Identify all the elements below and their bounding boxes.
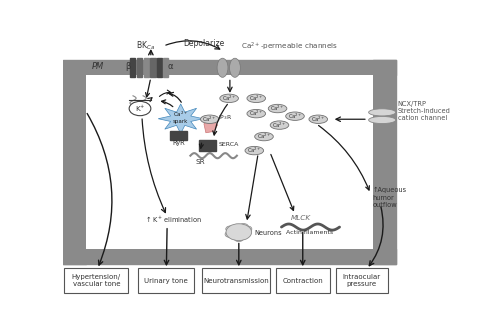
Text: Ca$^{2+}$: Ca$^{2+}$ (202, 115, 217, 124)
Text: Contraction: Contraction (282, 278, 323, 284)
Text: Intraocular
pressure: Intraocular pressure (343, 274, 381, 287)
Text: Ca$^{2+}$: Ca$^{2+}$ (249, 94, 264, 103)
Ellipse shape (220, 94, 238, 103)
Ellipse shape (368, 117, 396, 123)
Circle shape (226, 224, 252, 241)
Text: SR: SR (195, 159, 205, 165)
Bar (156, 58, 162, 77)
Ellipse shape (230, 58, 240, 77)
Text: SERCA: SERCA (218, 142, 239, 147)
FancyBboxPatch shape (202, 268, 270, 293)
Text: Ca$^{2+}$: Ca$^{2+}$ (256, 132, 272, 141)
Text: Hypertension/
vascular tone: Hypertension/ vascular tone (72, 274, 121, 287)
Ellipse shape (247, 94, 266, 103)
FancyBboxPatch shape (372, 60, 396, 75)
Circle shape (225, 231, 234, 237)
Bar (150, 58, 156, 77)
Ellipse shape (286, 112, 304, 120)
Ellipse shape (245, 146, 264, 155)
Bar (200, 140, 216, 151)
Circle shape (239, 223, 248, 230)
FancyBboxPatch shape (62, 249, 86, 264)
Text: Ca$^{2+}$: Ca$^{2+}$ (311, 115, 326, 124)
Ellipse shape (268, 104, 287, 113)
Bar (163, 58, 168, 77)
Text: Urinary tone: Urinary tone (144, 278, 188, 284)
Text: K$^{+}$: K$^{+}$ (134, 103, 145, 114)
Text: α: α (168, 62, 173, 71)
FancyBboxPatch shape (86, 75, 372, 249)
FancyBboxPatch shape (62, 60, 86, 75)
Text: ↑ K$^{+}$ elimination: ↑ K$^{+}$ elimination (144, 214, 202, 224)
Circle shape (242, 226, 252, 232)
Bar (130, 58, 136, 77)
Text: Ca$^{2+}$: Ca$^{2+}$ (288, 112, 302, 121)
Text: Ca$^{2+}$: Ca$^{2+}$ (222, 94, 236, 103)
Text: Ca$^{2+}$-permeable channels: Ca$^{2+}$-permeable channels (241, 41, 338, 53)
Text: MLCK: MLCK (291, 215, 311, 221)
Circle shape (129, 101, 151, 116)
FancyBboxPatch shape (372, 249, 396, 264)
Ellipse shape (200, 115, 219, 123)
Ellipse shape (217, 58, 228, 77)
Text: IP$_3$R: IP$_3$R (218, 113, 232, 122)
Bar (138, 58, 142, 77)
FancyBboxPatch shape (336, 268, 388, 293)
Text: Ca$^{2+}$: Ca$^{2+}$ (249, 109, 264, 118)
Text: Ca$^{2+}$
spark: Ca$^{2+}$ spark (173, 110, 188, 124)
Polygon shape (158, 104, 203, 133)
Text: Ca$^{2+}$: Ca$^{2+}$ (247, 146, 262, 155)
Text: RyR: RyR (172, 140, 185, 146)
Circle shape (234, 235, 243, 242)
Polygon shape (204, 118, 218, 133)
Text: Neurotransmission: Neurotransmission (203, 278, 269, 284)
Text: β: β (125, 62, 130, 71)
Text: PM: PM (92, 62, 104, 71)
Text: BK$_{Ca}$: BK$_{Ca}$ (136, 40, 156, 52)
Ellipse shape (368, 109, 396, 116)
Ellipse shape (270, 121, 289, 129)
Circle shape (226, 226, 235, 232)
Text: ↑Aqueous
humor
outflow: ↑Aqueous humor outflow (372, 187, 406, 208)
Text: Neurons: Neurons (254, 230, 282, 236)
Ellipse shape (254, 132, 274, 141)
Bar (144, 58, 150, 77)
FancyBboxPatch shape (64, 268, 128, 293)
Ellipse shape (309, 115, 328, 123)
Ellipse shape (247, 110, 266, 118)
Text: NCX/TRP
Stretch-induced
cation channel: NCX/TRP Stretch-induced cation channel (398, 101, 450, 121)
FancyBboxPatch shape (138, 268, 194, 293)
Text: Ca$^{2+}$: Ca$^{2+}$ (272, 120, 287, 130)
FancyBboxPatch shape (276, 268, 330, 293)
Text: Ca$^{2+}$: Ca$^{2+}$ (270, 104, 285, 113)
Text: Depolarize: Depolarize (184, 39, 224, 48)
Bar (170, 131, 188, 140)
Text: Actin filaments: Actin filaments (286, 230, 334, 235)
